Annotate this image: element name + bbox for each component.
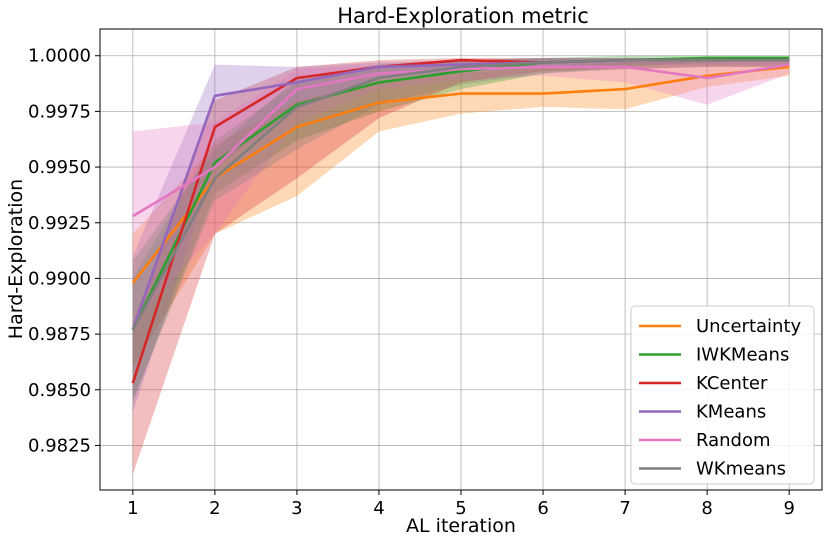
y-tick-label: 0.9925: [28, 213, 91, 234]
x-axis-ticks: 1 2 3 4 5 6 7 8 9: [127, 490, 795, 519]
y-tick-label: 0.9950: [28, 157, 91, 178]
x-tick-label: 2: [209, 498, 220, 519]
legend-label-wkmeans: WKmeans: [696, 459, 786, 480]
x-tick-label: 6: [537, 498, 548, 519]
x-tick-label: 9: [783, 498, 794, 519]
chart-title: Hard-Exploration metric: [337, 4, 589, 28]
random-line: [132, 63, 790, 218]
series-lines: [131, 56, 790, 384]
y-tick-label: 0.9825: [28, 435, 91, 456]
x-tick-label: 3: [291, 498, 302, 519]
legend-label-random: Random: [696, 430, 771, 451]
legend-label-kmeans: KMeans: [696, 402, 766, 423]
legend: Uncertainty IWKMeans KCenter KMeans Random WK…: [630, 305, 815, 485]
uncertainty-band: [132, 58, 790, 368]
y-tick-label: 1.0000: [28, 46, 91, 67]
y-tick-label: 0.9875: [28, 324, 91, 345]
y-tick-label: 0.9850: [28, 380, 91, 401]
legend-label-iwkmeans: IWKMeans: [696, 345, 789, 366]
y-axis-ticks: 0.9825 0.9850 0.9875 0.9900 0.9925 0.9950 0.99…: [28, 46, 100, 456]
legend-label-uncertainty: Uncertainty: [696, 316, 802, 337]
y-axis-title: Hard-Exploration: [5, 179, 27, 339]
grid: [100, 29, 822, 490]
x-tick-label: 7: [619, 498, 630, 519]
x-tick-label: 1: [127, 498, 138, 519]
x-tick-label: 5: [455, 498, 466, 519]
x-tick-label: 8: [701, 498, 712, 519]
wkmeans-band: [132, 58, 790, 401]
wkmeans-line: [131, 58, 790, 331]
iwkmeans-line: [131, 56, 790, 331]
confidence-bands: [132, 55, 790, 475]
random-band: [132, 60, 790, 323]
uncertainty-line: [131, 65, 790, 284]
x-tick-label: 4: [373, 498, 384, 519]
x-axis-title: AL iteration: [406, 515, 516, 537]
legend-label-kcenter: KCenter: [696, 373, 768, 394]
y-tick-label: 0.9900: [28, 268, 91, 289]
kcenter-band: [132, 58, 790, 475]
y-tick-label: 0.9975: [28, 101, 91, 122]
